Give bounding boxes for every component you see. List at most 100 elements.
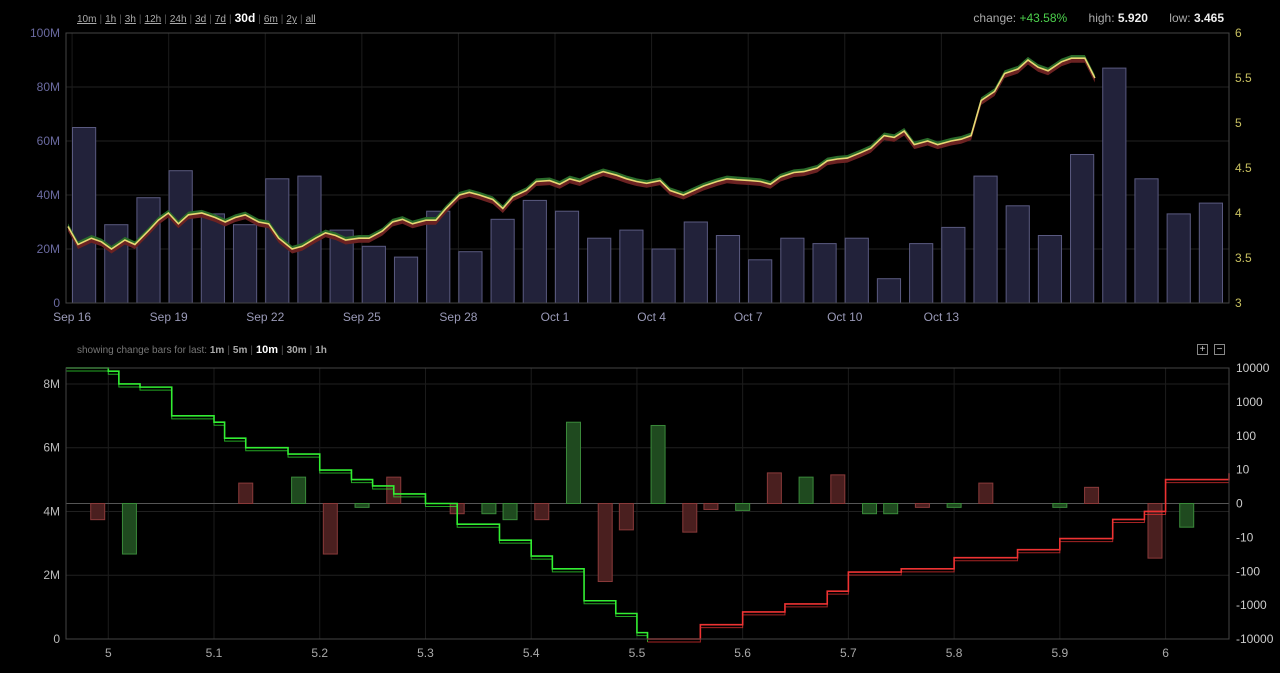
low-value: 3.465: [1193, 11, 1224, 25]
low-label: low:: [1169, 11, 1191, 25]
stats-bar: change: +43.58% high: 5.920 low: 3.465: [973, 11, 1224, 25]
ask-depth-line-shadow: [647, 476, 1230, 643]
volume-bar: [715, 235, 741, 304]
range-option-all[interactable]: all: [305, 14, 316, 25]
x-tick-label: Oct 1: [541, 310, 570, 324]
x-tick-label: 5.5: [629, 646, 646, 660]
zoom-in-button[interactable]: +: [1197, 344, 1208, 355]
plot-frame: [65, 32, 1230, 304]
y-tick-left: 6M: [43, 441, 60, 455]
change-bar: [322, 503, 338, 555]
volume-bar: [522, 199, 547, 304]
volume-bar: [1166, 213, 1191, 304]
x-tick-label: Oct 4: [637, 310, 666, 324]
range-option-24h[interactable]: 24h: [169, 14, 187, 25]
plot-frame: [65, 367, 1230, 640]
change-value: +43.58%: [1019, 11, 1068, 25]
ask-depth-line: [647, 473, 1230, 640]
y-tick-left: 4M: [43, 504, 60, 518]
volume-bar: [200, 213, 225, 304]
change-bars-option-1m[interactable]: 1m: [209, 345, 225, 356]
y-tick-left: 40M: [37, 188, 60, 202]
range-option-10m[interactable]: 10m: [77, 14, 97, 25]
x-tick-label: Sep 22: [246, 310, 284, 324]
high-value: 5.920: [1117, 11, 1148, 25]
change-bar: [914, 503, 930, 508]
y-tick-left: 0: [53, 632, 60, 646]
x-tick-label: 5.3: [417, 646, 434, 660]
x-tick-label: 5.1: [206, 646, 223, 660]
change-bar: [565, 421, 581, 504]
volume-bar: [458, 251, 483, 304]
price-volume-chart: 0 20M 40M 60M 80M 100M 3 3.5 4 4.5 5 5.5 6 Sep 16 Sep …: [30, 26, 1252, 324]
change-bar: [354, 503, 370, 508]
volume-bar: [876, 278, 902, 304]
change-bar: [735, 503, 751, 511]
volume-bar: [490, 218, 515, 304]
change-bars-option-10m[interactable]: 10m: [255, 344, 279, 356]
y-tick-right: 6: [1235, 26, 1242, 40]
y-tick-right: 3: [1235, 296, 1242, 310]
change-bar: [291, 476, 307, 504]
change-bar: [883, 503, 899, 515]
change-bars-option-5m[interactable]: 5m: [232, 345, 248, 356]
range-option-30d[interactable]: 30d: [234, 11, 256, 25]
volume-bar: [554, 210, 580, 304]
range-option-3d[interactable]: 3d: [195, 14, 207, 25]
range-option-6m[interactable]: 6m: [263, 14, 278, 25]
range-option-2y[interactable]: 2y: [286, 14, 297, 25]
change-bar: [1179, 503, 1195, 528]
change-bar: [946, 503, 962, 508]
volume-bar: [136, 197, 161, 304]
volume-bar: [748, 259, 773, 304]
volume-bar: [651, 248, 676, 304]
change-bar: [238, 482, 254, 505]
depth-chart: 02M4M6M8M-10000-1000-100-100101001000100…: [43, 361, 1274, 660]
change-bars-label: showing change bars for last:: [77, 345, 208, 356]
change-bar: [650, 424, 666, 504]
range-option-3h[interactable]: 3h: [124, 14, 136, 25]
volume-bar: [1198, 202, 1223, 304]
volume-bar: [232, 224, 258, 304]
x-tick-label: 5.7: [840, 646, 857, 660]
volume-bar: [812, 243, 837, 304]
volume-bar: [909, 243, 934, 304]
y-tick-left: 0: [53, 296, 60, 310]
volume-bar: [1037, 235, 1063, 304]
y-tick-right: -100: [1236, 564, 1260, 578]
volume-bar: [941, 226, 966, 304]
range-option-7d[interactable]: 7d: [214, 14, 226, 25]
volume-bar: [426, 210, 451, 304]
change-bar: [1052, 503, 1068, 508]
range-option-1h[interactable]: 1h: [105, 14, 117, 25]
change-bar: [798, 476, 814, 504]
change-bar: [502, 503, 518, 521]
change-bar: [703, 503, 719, 510]
y-tick-right: 1000: [1236, 395, 1263, 409]
volume-bar: [72, 127, 97, 304]
x-tick-label: 5.2: [311, 646, 328, 660]
change-bars-option-30m[interactable]: 30m: [286, 345, 307, 356]
volume-bar: [587, 237, 612, 304]
range-selector: 10m | 1h | 3h | 12h | 24h | 3d | 7d | 30d | 6m | 2y | all: [77, 11, 316, 25]
change-bars-option-1h[interactable]: 1h: [315, 345, 327, 356]
change-label: change:: [973, 11, 1017, 25]
change-bar: [830, 474, 846, 504]
volume-bar: [780, 237, 805, 304]
zoom-out-button[interactable]: −: [1214, 344, 1225, 355]
change-bar: [618, 503, 634, 531]
y-tick-right: 100: [1236, 429, 1256, 443]
y-tick-left: 100M: [30, 26, 60, 40]
x-tick-label: Oct 10: [827, 310, 863, 324]
x-tick-label: 6: [1162, 646, 1169, 660]
y-tick-left: 60M: [37, 134, 60, 148]
y-tick-right: 5.5: [1235, 71, 1252, 85]
change-bar: [597, 503, 613, 583]
x-tick-label: 5.4: [523, 646, 540, 660]
x-tick-label: 5: [105, 646, 112, 660]
range-option-12h[interactable]: 12h: [144, 14, 162, 25]
y-tick-right: -10000: [1236, 632, 1274, 646]
y-tick-right: 0: [1236, 497, 1243, 511]
high-label: high:: [1088, 11, 1115, 25]
x-tick-label: Oct 13: [924, 310, 960, 324]
